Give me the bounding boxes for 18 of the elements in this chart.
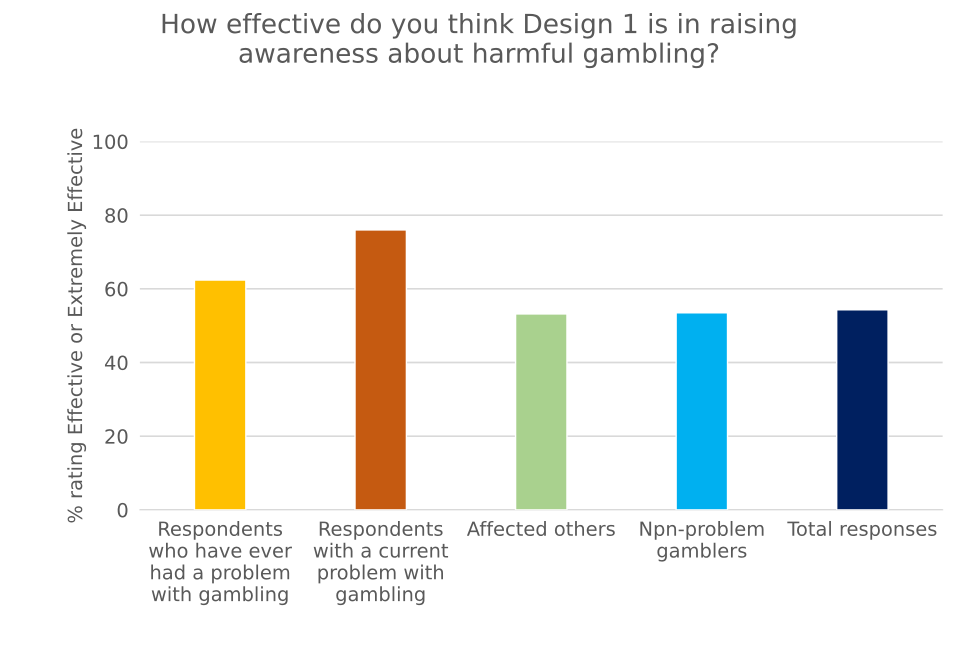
chart-title: How effective do you think Design 1 is in raising awareness about harmful gambling? bbox=[162, 13, 796, 68]
y-tick-label: 80 bbox=[105, 208, 128, 223]
y-tick-label: 40 bbox=[104, 355, 128, 370]
y-tick-label: 20 bbox=[105, 429, 128, 444]
y-tick-label: 60 bbox=[105, 282, 128, 296]
bar bbox=[675, 312, 728, 510]
x-tick-label: Npn-problem gamblers bbox=[640, 520, 764, 562]
y-tick-label: 0 bbox=[118, 502, 128, 518]
x-tick-label: Affected others bbox=[466, 520, 615, 536]
bar bbox=[194, 279, 247, 510]
bar bbox=[354, 229, 408, 510]
bar bbox=[514, 313, 568, 510]
x-tick-label: Total responses bbox=[787, 520, 936, 540]
y-tick-label: 100 bbox=[94, 134, 128, 150]
x-tick-label: Respondents who have ever had a problem with gambling bbox=[149, 520, 292, 606]
x-tick-label: Respondents with a current problem with gambling bbox=[314, 520, 448, 606]
bar bbox=[836, 309, 889, 510]
y-axis-title: % rating Effective or Extremely Effective bbox=[67, 128, 86, 523]
